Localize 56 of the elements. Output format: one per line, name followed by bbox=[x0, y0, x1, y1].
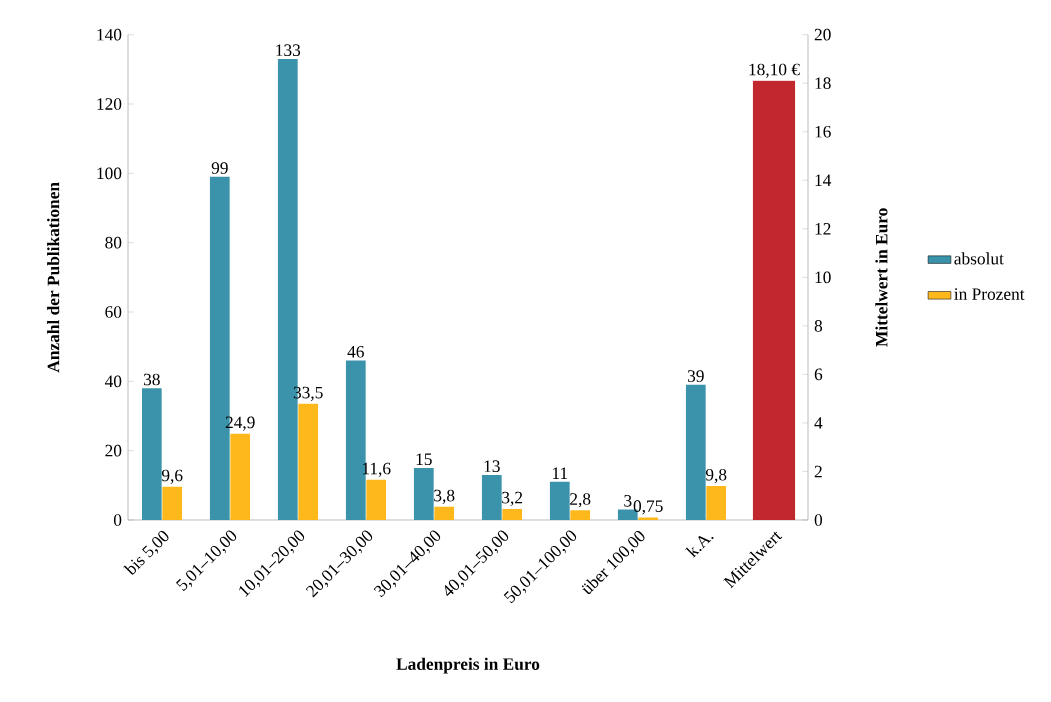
bar bbox=[141, 388, 162, 520]
y2-tick-label: 16 bbox=[815, 125, 831, 138]
bar bbox=[298, 403, 319, 520]
x-tick-label: bis 5,00 bbox=[123, 530, 169, 575]
y2-tick-label: 6 bbox=[814, 368, 823, 381]
bar bbox=[685, 384, 706, 520]
data-label: 15 bbox=[416, 453, 432, 466]
data-label: 38 bbox=[143, 373, 160, 386]
y-tick-label: 140 bbox=[97, 28, 122, 41]
bar bbox=[549, 481, 570, 520]
data-label: 39 bbox=[687, 370, 704, 382]
x-axis-title: Ladenpreis in Euro bbox=[396, 657, 540, 674]
data-label: 13 bbox=[484, 460, 500, 472]
y-tick-label: 80 bbox=[105, 236, 122, 249]
bar bbox=[502, 508, 523, 520]
y-tick-label: 20 bbox=[105, 444, 122, 457]
y-tick-label: 120 bbox=[97, 98, 122, 110]
data-label: 9,6 bbox=[161, 469, 183, 484]
y-tick-label: 0 bbox=[113, 514, 122, 526]
y-tick-label: 60 bbox=[105, 306, 122, 318]
y-tick-label: 40 bbox=[104, 375, 122, 388]
bar bbox=[162, 486, 183, 520]
bar bbox=[570, 510, 591, 520]
y2-tick-label: 4 bbox=[814, 417, 823, 429]
y2-tick-label: 12 bbox=[815, 223, 831, 235]
bar bbox=[706, 486, 727, 520]
y2-tick-label: 8 bbox=[814, 320, 823, 332]
legend-label: in Prozent bbox=[954, 288, 1025, 300]
y2-tick-label: 14 bbox=[815, 174, 832, 186]
data-label: 11 bbox=[552, 467, 568, 479]
data-label: 99 bbox=[211, 162, 228, 174]
y2-tick-label: 18 bbox=[815, 77, 831, 90]
bar bbox=[230, 433, 251, 520]
data-label: 3,8 bbox=[434, 489, 455, 504]
data-label: 133 bbox=[276, 44, 301, 56]
bar bbox=[413, 467, 434, 520]
bar bbox=[366, 479, 387, 520]
data-label: 18,10 € bbox=[749, 63, 800, 78]
y2-tick-label: 0 bbox=[814, 514, 823, 526]
data-label: 46 bbox=[347, 345, 364, 358]
y2-tick-label: 2 bbox=[814, 465, 822, 478]
y2-tick-label: 10 bbox=[815, 271, 831, 284]
data-label: 2,8 bbox=[570, 493, 591, 508]
bar bbox=[481, 474, 502, 520]
y-axis-title: Anzahl der Publikationen bbox=[47, 182, 60, 373]
legend-label: absolut bbox=[954, 252, 1004, 265]
x-tick-label: k.A. bbox=[685, 535, 714, 558]
y2-tick-label: 20 bbox=[814, 28, 831, 41]
bar bbox=[638, 517, 659, 520]
data-label: 3 bbox=[624, 495, 632, 507]
data-label: 9,8 bbox=[705, 468, 727, 484]
bar bbox=[434, 506, 455, 520]
data-label: 0,75 bbox=[633, 500, 663, 515]
y2-axis-title: Mittelwert in Euro bbox=[875, 208, 888, 347]
data-label: 3,2 bbox=[502, 491, 523, 506]
y-tick-label: 100 bbox=[97, 167, 122, 180]
